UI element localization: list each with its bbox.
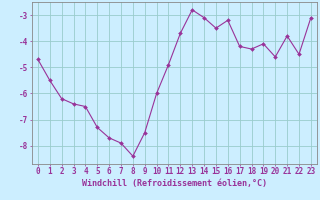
X-axis label: Windchill (Refroidissement éolien,°C): Windchill (Refroidissement éolien,°C) bbox=[82, 179, 267, 188]
